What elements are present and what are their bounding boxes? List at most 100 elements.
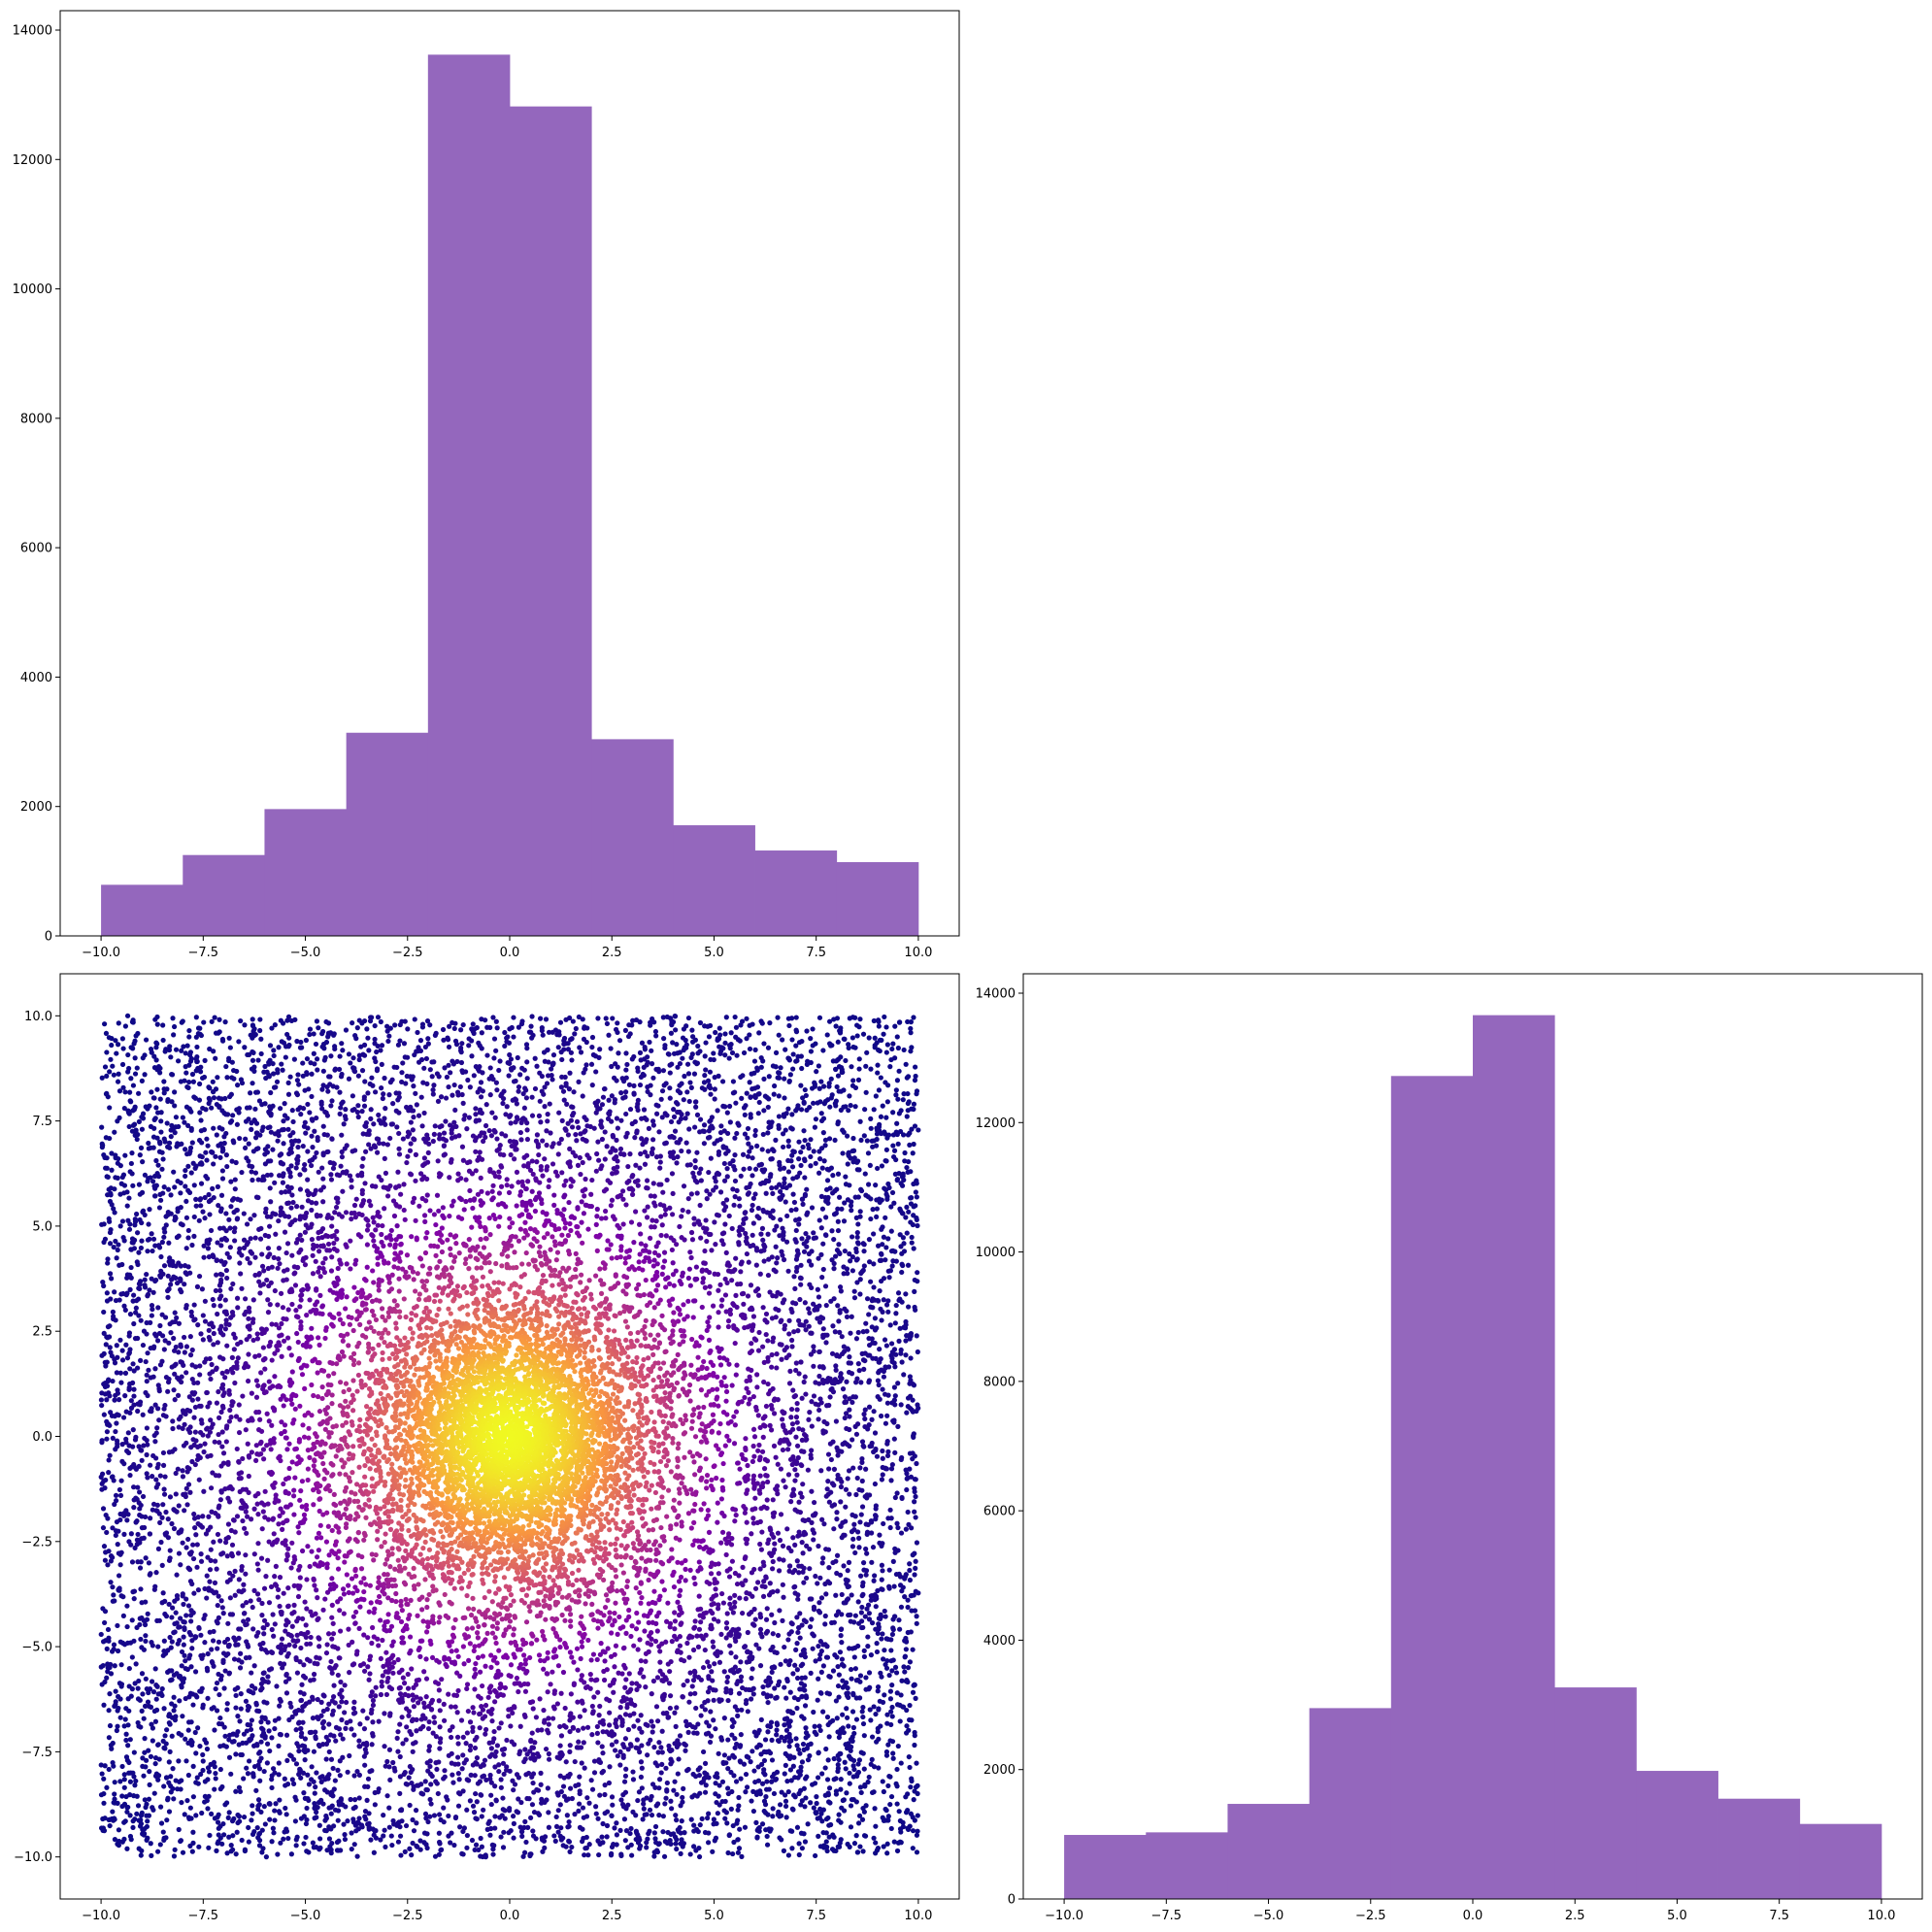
scatter-point (205, 1777, 211, 1782)
scatter-point (272, 1817, 278, 1823)
scatter-point (798, 1787, 804, 1793)
scatter-point (470, 1021, 476, 1027)
scatter-point (507, 1026, 513, 1032)
scatter-point (683, 1037, 688, 1044)
scatter-point (681, 1097, 686, 1103)
scatter-point (128, 1076, 134, 1082)
scatter-point (813, 1810, 818, 1815)
scatter-point (858, 1789, 864, 1796)
scatter-point (479, 1814, 484, 1819)
scatter-point (136, 1182, 143, 1187)
scatter-point (180, 1115, 185, 1120)
scatter-point (276, 1772, 282, 1778)
scatter-point (879, 1251, 884, 1257)
scatter-point (199, 1810, 205, 1816)
scatter-point (110, 1809, 116, 1815)
scatter-point (899, 1588, 905, 1594)
scatter-point (101, 1776, 107, 1782)
scatter-point (781, 1144, 786, 1150)
scatter-point (464, 1845, 470, 1850)
scatter-point (615, 1064, 620, 1070)
scatter-point (153, 1157, 159, 1164)
scatter-point (898, 1530, 905, 1536)
scatter-point (106, 1766, 112, 1773)
scatter-point (823, 1215, 829, 1220)
scatter-point (249, 1126, 254, 1132)
scatter-point (638, 1057, 644, 1063)
scatter-point (217, 1209, 224, 1215)
scatter-point (261, 1177, 267, 1183)
scatter-point (904, 1114, 910, 1119)
scatter-point (749, 1086, 755, 1092)
scatter-point (230, 1113, 236, 1118)
scatter-point (179, 1048, 184, 1053)
scatter-point (196, 1844, 202, 1849)
scatter-point (690, 1771, 696, 1778)
scatter-point (129, 1559, 136, 1565)
scatter-point (776, 1679, 783, 1684)
scatter-point (167, 1548, 173, 1553)
scatter-point (849, 1512, 855, 1518)
scatter-point (856, 1813, 863, 1818)
scatter-point (171, 1032, 177, 1038)
scatter-point (860, 1357, 867, 1363)
scatter-point (880, 1386, 885, 1392)
scatter-point (817, 1727, 823, 1734)
scatter-point (742, 1824, 749, 1830)
scatter-point (214, 1132, 219, 1138)
scatter-point (186, 1629, 192, 1636)
scatter-point (853, 1678, 859, 1683)
scatter-point (897, 1232, 903, 1238)
scatter-point (694, 1061, 700, 1067)
scatter-point (369, 1768, 375, 1774)
scatter-point (428, 1801, 434, 1807)
scatter-point (121, 1461, 127, 1467)
scatter-point (124, 1603, 130, 1609)
scatter-point (893, 1571, 900, 1578)
scatter-point (183, 1167, 188, 1174)
scatter-point (883, 1115, 889, 1120)
scatter-point (337, 1111, 343, 1116)
scatter-point (130, 1019, 136, 1025)
scatter-point (231, 1815, 237, 1821)
scatter-point (909, 1045, 915, 1050)
scatter-point (790, 1763, 796, 1769)
scatter-point (492, 1825, 498, 1831)
scatter-point (883, 1049, 889, 1055)
scatter-point (610, 1802, 616, 1808)
scatter-point (851, 1841, 858, 1847)
scatter-point (649, 1061, 655, 1067)
scatter-point (120, 1084, 126, 1090)
scatter-point (850, 1044, 856, 1050)
scatter-point (272, 1808, 278, 1814)
scatter-point (914, 1620, 919, 1626)
scatter-point (794, 1743, 800, 1749)
scatter-point (754, 1834, 760, 1840)
scatter-point (226, 1670, 233, 1676)
scatter-point (829, 1190, 836, 1196)
scatter-point (176, 1758, 182, 1764)
scatter-point (242, 1145, 249, 1151)
scatter-point (854, 1240, 861, 1246)
scatter-point (638, 1074, 644, 1080)
scatter-point (863, 1192, 869, 1198)
scatter-point (771, 1148, 777, 1154)
scatter-point (202, 1613, 208, 1618)
scatter-point (221, 1685, 227, 1691)
scatter-point (348, 1796, 353, 1803)
scatter-point (296, 1138, 302, 1144)
scatter-point (470, 1803, 477, 1809)
scatter-point (811, 1100, 816, 1106)
scatter-point (257, 1027, 263, 1034)
scatter-point (824, 1690, 830, 1696)
scatter-point (528, 1023, 534, 1029)
scatter-point (159, 1166, 165, 1172)
scatter-point (471, 1030, 477, 1036)
scatter-point (203, 1107, 209, 1113)
scatter-point (353, 1036, 359, 1042)
scatter-point (555, 1808, 561, 1814)
scatter-point (669, 1806, 675, 1812)
scatter-point (143, 1757, 150, 1763)
scatter-point (169, 1668, 175, 1674)
scatter-point (835, 1218, 841, 1224)
